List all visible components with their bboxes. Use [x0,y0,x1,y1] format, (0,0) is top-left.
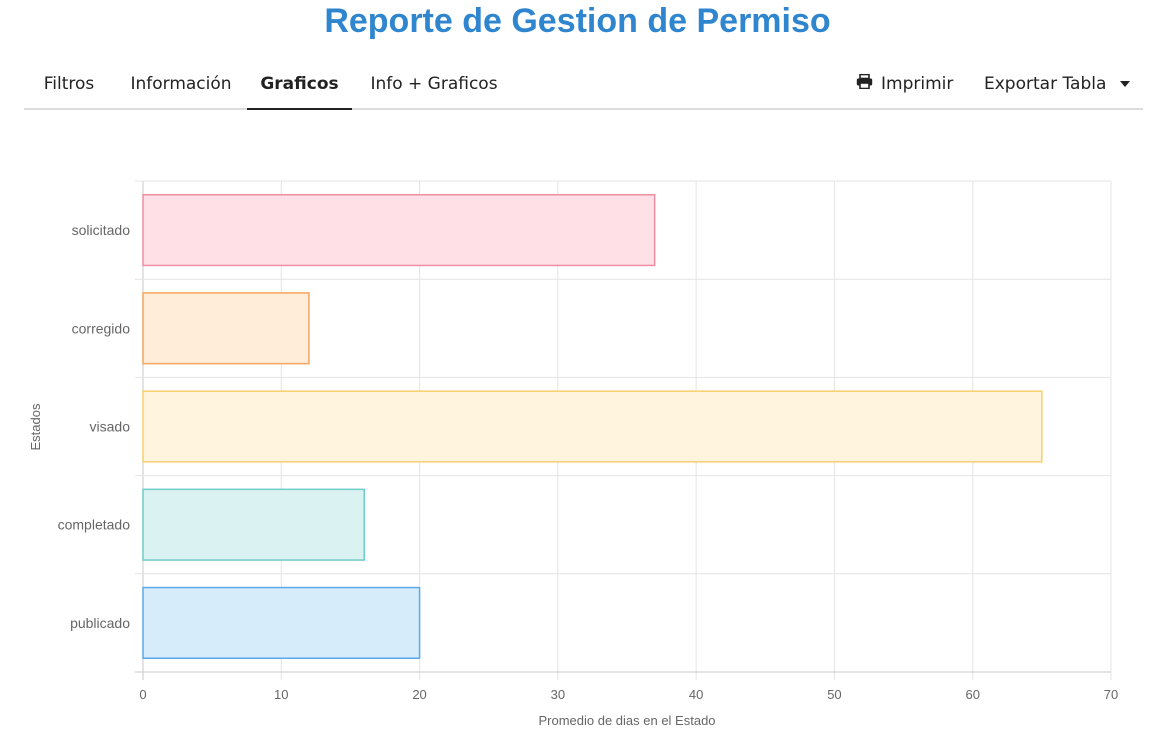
tab-bar: Filtros Información Graficos Info + Graf… [24,62,1143,110]
tab-informacion[interactable]: Información [130,74,232,94]
print-button[interactable]: Imprimir [856,62,953,106]
print-label: Imprimir [881,74,954,94]
y-axis-title: Estados [28,403,43,450]
bar-completado [142,488,366,561]
export-label: Exportar Tabla [984,74,1107,94]
bar-corregido [142,292,310,365]
bar-visado [142,390,1043,463]
x-tick-label: 30 [551,687,565,702]
x-tick-label: 10 [274,687,288,702]
bar-publicado [142,586,421,660]
caret-down-icon [1120,81,1131,87]
tab-graficos[interactable]: Graficos [247,62,352,110]
y-tick-label: solicitado [72,222,131,238]
x-tick-label: 0 [139,687,146,702]
printer-icon [856,62,873,106]
page-title: Reporte de Gestion de Permiso [324,2,831,40]
y-tick-label: completado [58,517,131,533]
x-axis-title: Promedio de dias en el Estado [538,713,715,728]
x-tick-label: 50 [827,687,841,702]
y-tick-label: publicado [70,615,130,631]
bar-solicitado [142,193,656,267]
x-tick-label: 60 [965,687,979,702]
y-tick-label: corregido [72,320,131,336]
x-tick-label: 20 [412,687,426,702]
tab-info-graficos[interactable]: Info + Graficos [370,74,498,94]
tab-filtros[interactable]: Filtros [43,74,95,94]
x-tick-label: 40 [689,687,703,702]
y-tick-label: visado [90,419,131,435]
export-table-dropdown[interactable]: Exportar Tabla [984,62,1131,106]
x-tick-label: 70 [1104,687,1118,702]
